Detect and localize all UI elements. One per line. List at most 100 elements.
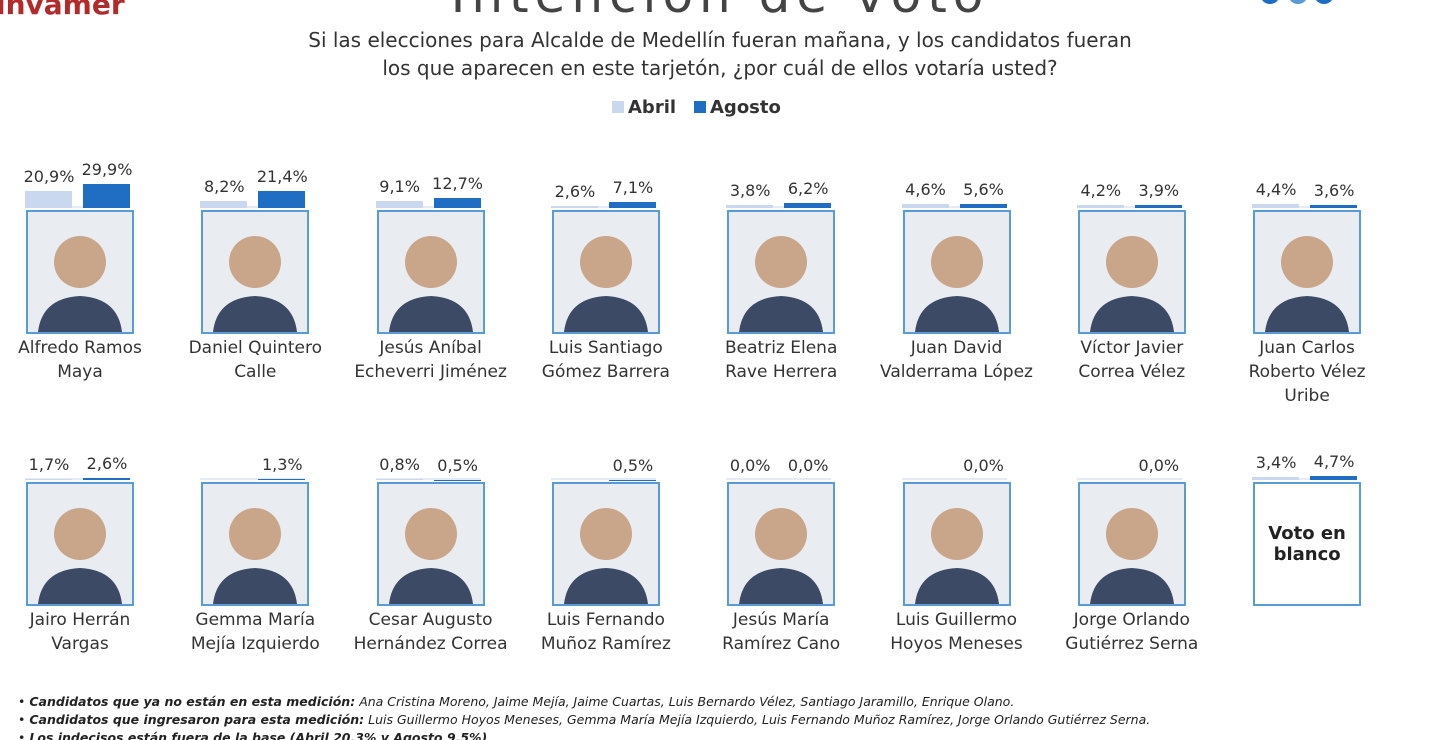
bar-baseline <box>200 478 306 480</box>
candidate-name: Luis Santiago Gómez Barrera <box>541 338 670 382</box>
candidate-name: Luis Guillermo Hoyos Meneses <box>890 610 1023 654</box>
bar-baseline <box>1252 478 1358 480</box>
photo-box <box>1077 210 1186 334</box>
candidate-name: Juan Carlos Roberto Vélez Uribe <box>1248 338 1366 406</box>
candidate-name: Cesar Augusto Hernández Correa <box>353 610 508 654</box>
bar-baseline <box>550 206 656 208</box>
bar-baseline <box>1252 206 1358 208</box>
photo <box>28 212 132 332</box>
bar <box>1310 205 1358 208</box>
candidate-name: Jesús María Ramírez Cano <box>722 610 841 654</box>
photo-box <box>201 482 310 606</box>
bar <box>83 477 130 480</box>
footnote: • Candidatos que ya no están en esta med… <box>18 694 1015 709</box>
value-label: 0,0% <box>787 456 829 475</box>
photo-box <box>902 482 1011 606</box>
photo-box <box>727 482 836 606</box>
value-label: 4,6% <box>905 180 946 200</box>
bar <box>1252 477 1300 480</box>
value-label: 3,4% <box>1255 453 1297 473</box>
value-label: 7,1% <box>612 178 654 198</box>
bar-baseline <box>25 206 130 208</box>
subtitle: los que aparecen en este tarjetón, ¿por … <box>382 56 1058 80</box>
bar <box>375 200 423 208</box>
photo-box <box>201 210 310 334</box>
value-label: 0,0% <box>1138 456 1180 475</box>
bar <box>726 204 774 208</box>
legend-swatch <box>694 101 706 113</box>
candidate-name: Gemma María Mejía Izquierdo <box>190 610 320 654</box>
bar <box>258 190 306 208</box>
bar <box>784 203 832 208</box>
bar <box>608 202 656 208</box>
bar <box>83 184 130 208</box>
photo-box <box>1253 210 1362 334</box>
photo <box>203 484 308 604</box>
bar-baseline <box>200 206 306 208</box>
footnote-label: Los indecisos están fuera de la base (Ab… <box>29 730 488 740</box>
bar-baseline <box>1076 478 1182 480</box>
bar <box>959 203 1007 208</box>
photo-box <box>1077 482 1186 606</box>
bar <box>200 201 248 208</box>
bar-baseline <box>1076 206 1182 208</box>
value-label: 3,6% <box>1313 181 1355 201</box>
photo-box <box>727 210 836 334</box>
logo: invamer <box>0 0 125 21</box>
value-label: 29,9% <box>81 160 133 180</box>
footnote-text: Luis Guillermo Hoyos Meneses, Gemma Marí… <box>368 712 1151 727</box>
bar <box>550 205 598 208</box>
bar-baseline <box>375 478 481 480</box>
photo <box>203 212 308 332</box>
value-label: 21,4% <box>256 166 308 186</box>
value-label: 4,4% <box>1255 180 1297 200</box>
value-label: 0,8% <box>379 455 420 475</box>
photo <box>729 484 834 604</box>
value-label: 5,6% <box>963 179 1004 199</box>
bar-baseline <box>726 206 832 208</box>
value-label: 1,7% <box>28 454 70 474</box>
bar-baseline <box>901 206 1007 208</box>
candidate-name: Luis Fernando Muñoz Ramírez <box>540 610 671 654</box>
value-label: 4,2% <box>1080 180 1122 200</box>
bar-baseline <box>726 478 832 480</box>
value-label: 3,9% <box>1138 180 1180 200</box>
candidate-name: Jorge Orlando Gutiérrez Serna <box>1065 610 1199 654</box>
photo <box>28 484 132 604</box>
value-label: 9,1% <box>379 176 420 196</box>
bar-baseline <box>25 478 130 480</box>
bar <box>25 191 72 208</box>
footnote: • Los indecisos están fuera de la base (… <box>18 730 487 740</box>
value-label: 12,7% <box>432 173 483 193</box>
value-label: 1,3% <box>261 454 303 474</box>
blank-vote-box: Voto en blanco <box>1253 482 1362 606</box>
photo-box <box>376 482 485 606</box>
bar <box>258 478 306 480</box>
candidate-name: Daniel Quintero Calle <box>188 338 322 382</box>
photo <box>553 212 658 332</box>
photo <box>1079 484 1184 604</box>
value-label: 2,6% <box>554 181 596 201</box>
candidate-name: Beatriz Elena Rave Herrera <box>725 338 838 382</box>
photo <box>1079 212 1184 332</box>
bar-baseline <box>550 478 656 480</box>
bar <box>1134 204 1182 208</box>
value-label: 0,0% <box>963 456 1004 475</box>
photo-box <box>551 210 660 334</box>
photo <box>378 212 483 332</box>
photo <box>378 484 483 604</box>
photo-box <box>26 482 134 606</box>
photo-box <box>376 210 485 334</box>
candidate-name: Alfredo Ramos Maya <box>18 338 142 382</box>
photo-box <box>551 482 660 606</box>
footnote-text: Ana Cristina Moreno, Jaime Mejía, Jaime … <box>359 694 1015 709</box>
legend-label: Abril <box>628 97 677 118</box>
value-label: 0,5% <box>612 455 654 475</box>
photo <box>553 484 658 604</box>
value-label: 2,6% <box>86 453 128 473</box>
value-label: 0,5% <box>437 455 478 475</box>
candidate-name: Víctor Javier Correa Vélez <box>1078 338 1186 382</box>
value-label: 3,8% <box>729 180 771 200</box>
footnote-label: Candidatos que ya no están en esta medic… <box>29 694 356 709</box>
